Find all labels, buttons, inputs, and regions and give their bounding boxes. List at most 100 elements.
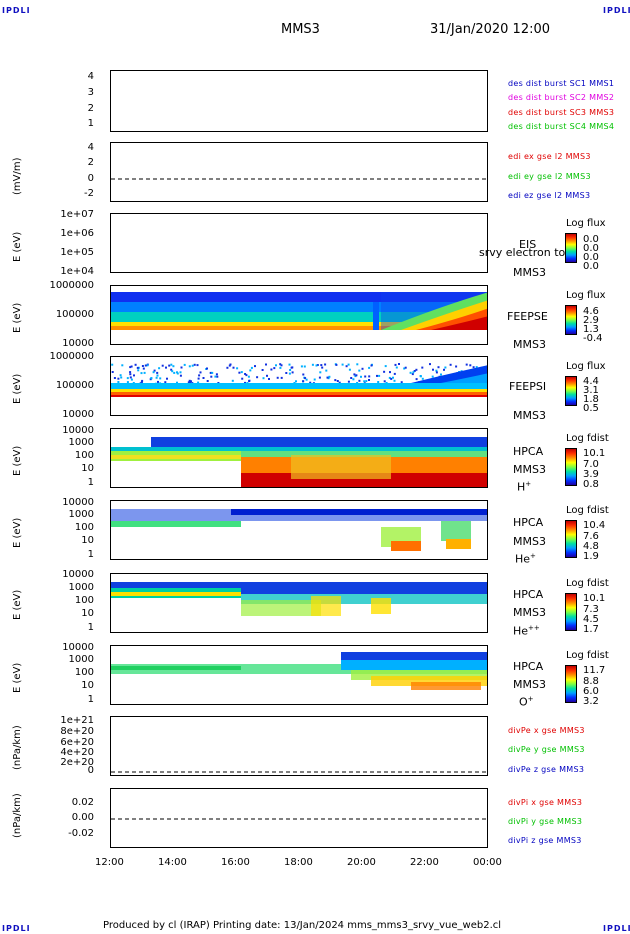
- hpca-he2-spacecraft-label: MMS3: [513, 606, 546, 619]
- feepsi-speck: [157, 380, 159, 383]
- tick-label: 10000: [62, 569, 94, 580]
- feepsi-speck: [236, 367, 239, 370]
- feepsi-speck: [388, 376, 391, 379]
- feepsi-speck: [431, 375, 434, 378]
- feepsi-speck: [469, 364, 472, 367]
- legend-divpi-x: divPi x gse MMS3: [508, 798, 583, 807]
- feepsi-speck: [197, 381, 200, 384]
- feepsi-speck: [280, 364, 283, 367]
- feepsi-speck: [261, 369, 264, 371]
- feepse-colorbar: [565, 305, 577, 335]
- tick-label: 10: [81, 463, 94, 474]
- feepsi-speck: [179, 374, 182, 377]
- feepsi-speck: [250, 366, 253, 369]
- colorbar-value: 4.5: [583, 614, 599, 625]
- tick-label: 1000000: [49, 351, 94, 362]
- feepsi-speck: [289, 369, 292, 371]
- colorbar-value: 0.0: [583, 252, 599, 263]
- feepsi-speck: [168, 364, 171, 367]
- feepsi-speck: [393, 372, 396, 375]
- feepsi-speck: [400, 381, 403, 384]
- legend-divpe-z: divPe z gse MMS3: [508, 765, 585, 774]
- hpca-he-spectrogram: [111, 509, 487, 551]
- hpca-o-spacecraft-label: MMS3: [513, 678, 546, 691]
- feepsi-speck: [392, 376, 394, 379]
- feepsi-speck: [166, 377, 168, 380]
- x-tick-label: 22:00: [410, 857, 439, 868]
- feepsi-speck: [173, 371, 176, 374]
- colorbar-value: 4.6: [583, 306, 599, 317]
- feepsi-speck: [202, 377, 205, 379]
- colorbar-value: 0.0: [583, 243, 599, 254]
- feepsi-speck: [383, 380, 386, 383]
- hpca-h-ylabel: E (eV): [12, 445, 23, 476]
- colorbar-value: 7.6: [583, 531, 599, 542]
- tick-label: 1e+07: [60, 209, 94, 220]
- colorbar-value: 4.4: [583, 376, 599, 387]
- feepsi-speck: [302, 373, 305, 376]
- feepsi-speck: [318, 376, 321, 379]
- tick-label: 100: [74, 595, 94, 606]
- hpca-o-ylabel: E (eV): [12, 662, 23, 693]
- feepsi-speck: [188, 379, 191, 382]
- tick-label: 1: [87, 477, 94, 488]
- feepsi-speck: [244, 373, 247, 375]
- feepsi-speck: [156, 374, 159, 377]
- feepsi-speck: [150, 377, 153, 380]
- tick-label: 1e+05: [60, 247, 94, 258]
- feepsi-speck: [231, 379, 234, 382]
- tick-label: 1: [87, 118, 94, 129]
- x-tick-label: 00:00: [473, 857, 502, 868]
- colorbar-value: 1.8: [583, 394, 599, 405]
- panel-dist-burst: [110, 70, 488, 132]
- feepsi-speck: [358, 379, 361, 382]
- feepsi-speck: [245, 374, 248, 377]
- feepsi-speck: [249, 369, 252, 372]
- hpca-h-instrument-label: HPCA: [513, 445, 544, 458]
- tick-label: 100000: [55, 309, 94, 320]
- feepsi-speck: [152, 371, 155, 374]
- feepsi-speck: [228, 364, 231, 367]
- corner-label-bl: IPDLI: [2, 924, 31, 933]
- feepsi-speck: [129, 366, 132, 369]
- feepsi-speck: [390, 377, 393, 380]
- feepsi-speck: [130, 365, 133, 368]
- x-tick-label: 14:00: [158, 857, 187, 868]
- tick-label: 0.02: [71, 797, 94, 808]
- feepsi-speck: [158, 367, 161, 370]
- feepsi-speck: [180, 366, 183, 369]
- feepsi-speck: [348, 368, 351, 371]
- tick-label: 4: [87, 71, 94, 82]
- feepsi-speck: [411, 373, 414, 376]
- feepsi-speck: [176, 381, 178, 384]
- feepsi-spectrogram: [111, 363, 487, 397]
- feepsi-speck: [368, 379, 370, 381]
- tick-label: 2e+20: [60, 757, 94, 768]
- panel-hpca-h: [110, 428, 488, 488]
- feepsi-speck: [300, 365, 303, 368]
- feepsi-speck: [176, 372, 179, 375]
- feepsi-speck: [134, 363, 137, 366]
- panel-divpe: [110, 716, 488, 776]
- feepsi-speck: [421, 377, 424, 380]
- feepsi-speck: [141, 379, 144, 382]
- feepsi-speck: [302, 380, 305, 383]
- footer-credit: Produced by cl (IRAP) Printing date: 13/…: [103, 920, 502, 931]
- feepsi-colorbar: [565, 376, 577, 406]
- feepsi-speck: [347, 363, 350, 366]
- feepsi-speck: [419, 375, 422, 378]
- feepsi-speck: [254, 365, 256, 368]
- hpca-he2-colorbar: [565, 593, 577, 631]
- feepse-ylabel: E (eV): [12, 302, 23, 333]
- feepsi-speck: [268, 378, 270, 380]
- feepsi-speck: [449, 363, 452, 366]
- ion-name: O: [519, 695, 528, 709]
- hpca-he-ion-label: He+: [515, 552, 536, 566]
- colorbar-value: 7.3: [583, 604, 599, 615]
- colorbar-value: 3.1: [583, 385, 599, 396]
- feepsi-speck: [421, 366, 424, 369]
- corner-label-br: IPDLI: [603, 924, 630, 933]
- feepsi-speck: [403, 367, 406, 370]
- tick-label: 4e+20: [60, 747, 94, 758]
- feepsi-speck: [370, 364, 373, 367]
